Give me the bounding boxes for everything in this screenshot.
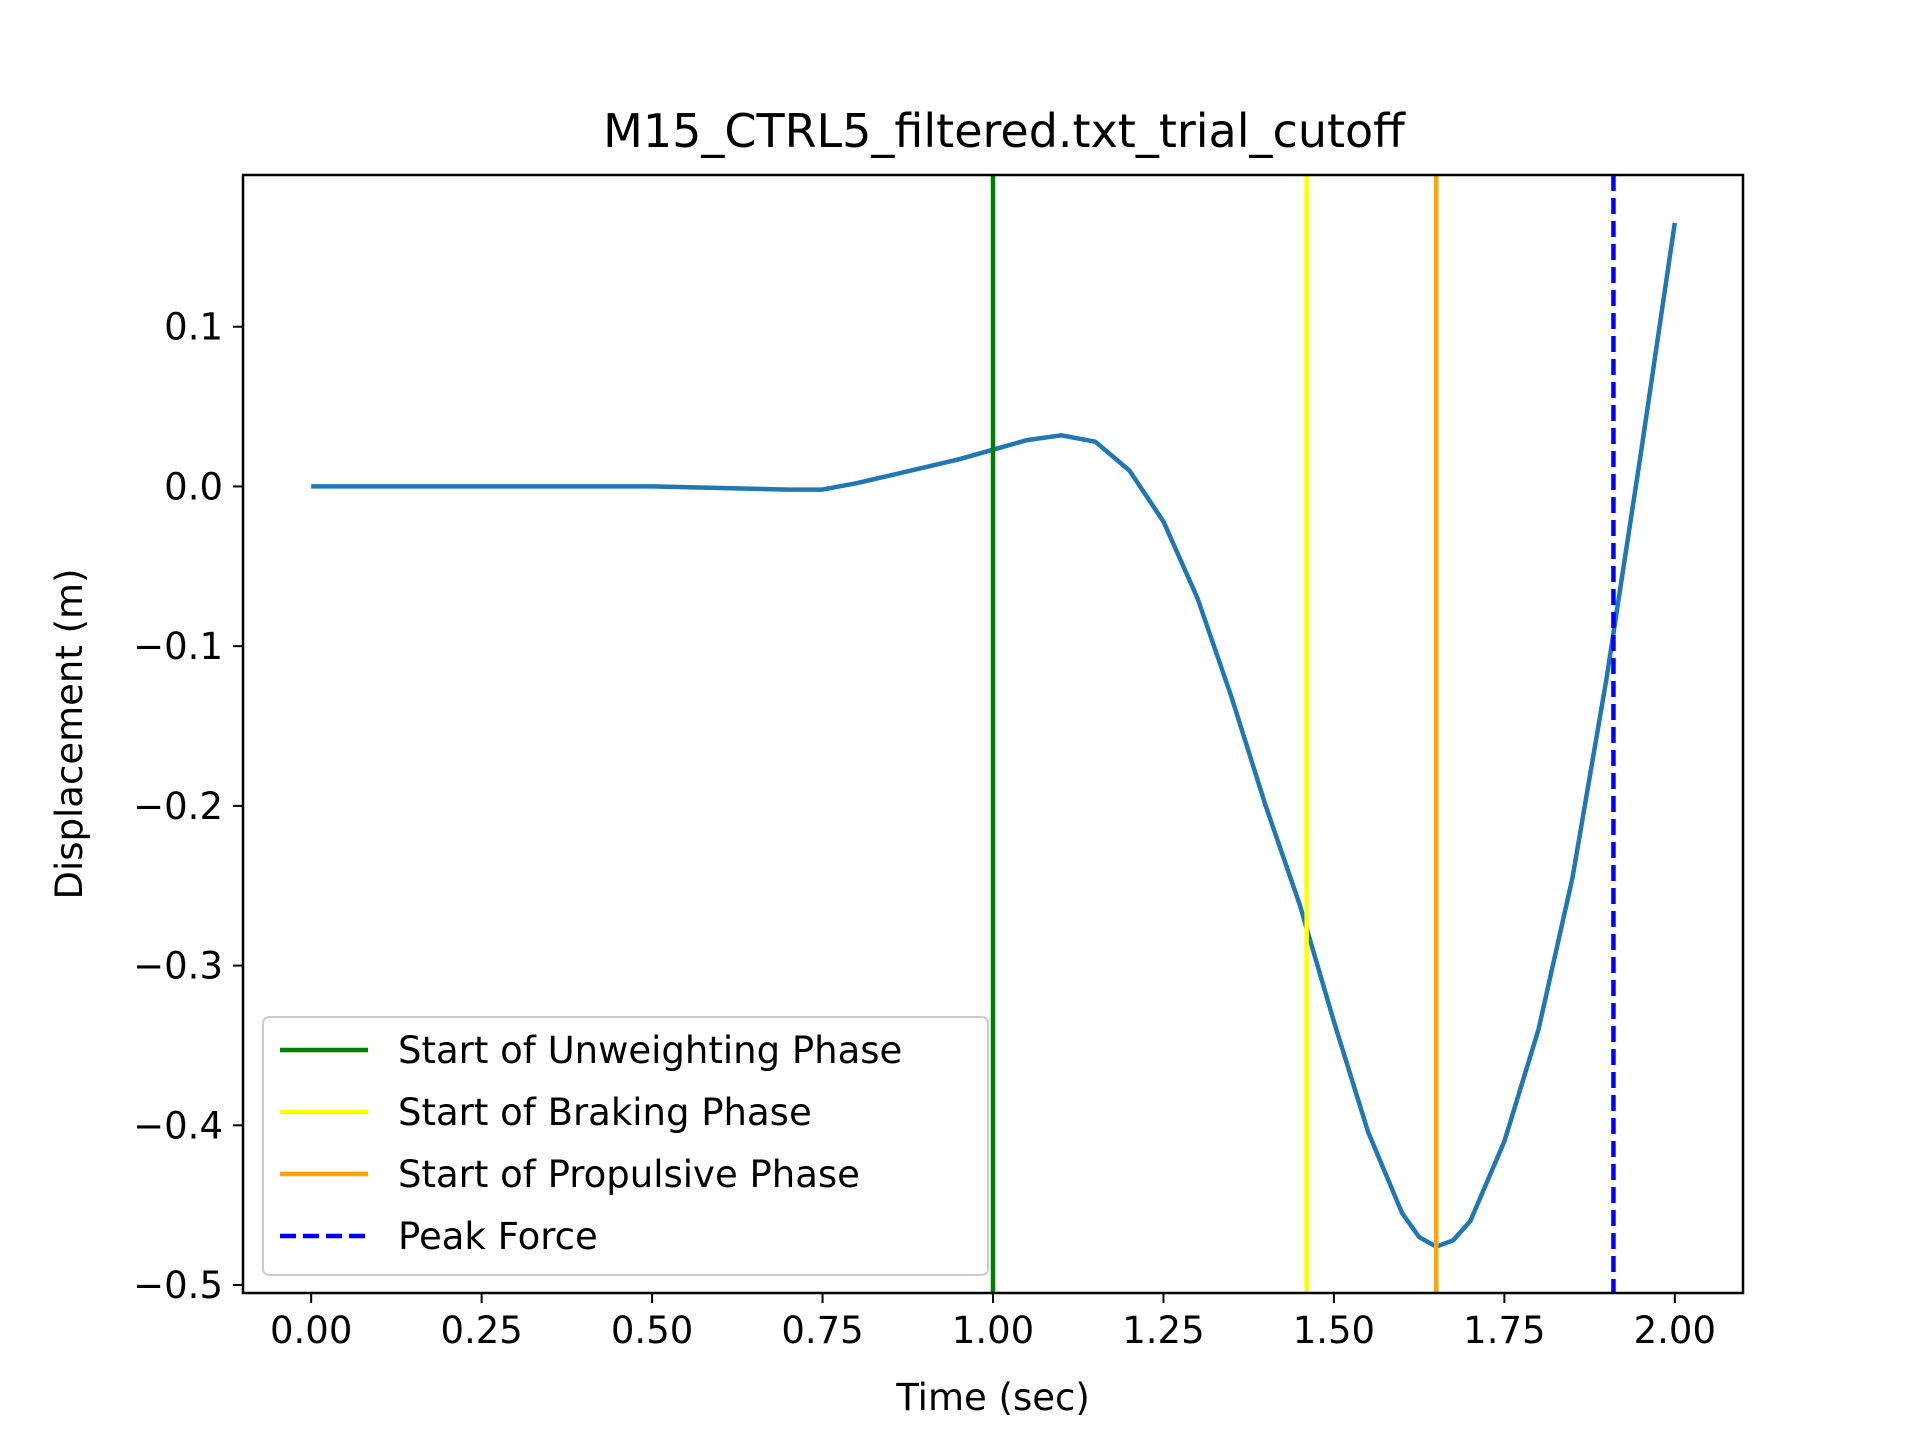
x-tick-label: 1.00 (952, 1309, 1034, 1352)
x-tick-label: 1.75 (1463, 1309, 1545, 1352)
y-tick-label: 0.0 (164, 465, 223, 508)
x-tick-label: 1.25 (1122, 1309, 1204, 1352)
x-tick-label: 0.75 (781, 1309, 863, 1352)
legend-label: Start of Unweighting Phase (398, 1029, 902, 1072)
y-tick-label: −0.2 (133, 785, 223, 828)
plot-area (311, 175, 1678, 1293)
x-tick-label: 0.25 (440, 1309, 522, 1352)
y-tick-label: −0.3 (133, 945, 223, 988)
legend-box (262, 1016, 989, 1276)
y-axis-label: Displacement (m) (48, 568, 91, 899)
plot-frame (241, 173, 1745, 1295)
x-axis-label: Time (sec) (895, 1376, 1090, 1419)
y-tick-label: −0.4 (133, 1104, 223, 1147)
legend: Start of Unweighting Phase Start of Braki… (262, 1016, 989, 1276)
x-axis: 0.00 0.25 0.50 0.75 1.00 1.25 1.50 1.75 2.00 (270, 1293, 1716, 1352)
x-tick-label: 2.00 (1634, 1309, 1716, 1352)
y-tick-label: −0.1 (133, 625, 223, 668)
legend-label: Start of Propulsive Phase (398, 1153, 860, 1196)
y-tick-label: −0.5 (133, 1264, 223, 1307)
x-tick-label: 0.50 (611, 1309, 693, 1352)
legend-label: Peak Force (398, 1215, 598, 1258)
y-tick-label: 0.1 (164, 306, 223, 349)
x-tick-label: 0.00 (270, 1309, 352, 1352)
series-line-0 (311, 222, 1678, 1249)
chart-title: M15_CTRL5_filtered.txt_trial_cutoff (603, 104, 1406, 158)
y-axis: 0.1 0.0 −0.1 −0.2 −0.3 −0.4 −0.5 (133, 306, 243, 1307)
legend-label: Start of Braking Phase (398, 1091, 812, 1134)
x-tick-label: 1.50 (1293, 1309, 1375, 1352)
